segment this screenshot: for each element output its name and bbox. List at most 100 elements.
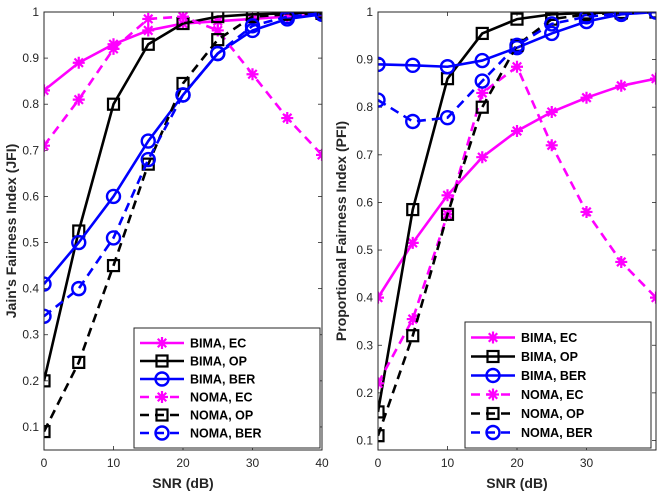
data-point-noma-ber bbox=[314, 12, 322, 22]
legend-label: NOMA, EC bbox=[521, 388, 584, 402]
legend-marker bbox=[487, 331, 499, 344]
data-point-noma-ber bbox=[44, 308, 52, 324]
y-axis-label: Jain's Fairness Index (JFI) bbox=[3, 144, 19, 319]
legend-item-bima-ber: BIMA, BER bbox=[140, 371, 255, 387]
y-tick-label: 0.9 bbox=[22, 51, 39, 65]
data-point-bima-ec bbox=[615, 79, 628, 92]
data-point-bima-ber bbox=[140, 133, 156, 149]
axes-frame bbox=[377, 11, 657, 451]
data-point-bima-op bbox=[475, 26, 489, 41]
data-point-noma-ber bbox=[578, 12, 595, 25]
legend-item-noma-ec: NOMA, EC bbox=[471, 388, 584, 402]
data-point-noma-ec bbox=[476, 86, 489, 99]
y-tick-label: 1 bbox=[366, 5, 373, 19]
y-tick-label: 0.1 bbox=[356, 433, 373, 447]
y-tick-label: 0.6 bbox=[22, 189, 39, 203]
x-tick-label: 0 bbox=[41, 456, 48, 470]
data-point-noma-ber bbox=[140, 151, 156, 168]
legend-label: NOMA, OP bbox=[190, 409, 253, 423]
data-point-bima-op bbox=[510, 12, 524, 26]
series-noma-ber bbox=[44, 12, 322, 324]
y-tick-label: 0.5 bbox=[356, 243, 373, 257]
data-point-noma-ec bbox=[281, 112, 294, 125]
legend-marker bbox=[155, 354, 169, 368]
legend-marker bbox=[486, 349, 500, 364]
y-tick-label: 0.3 bbox=[356, 338, 373, 352]
legend-item-bima-op: BIMA, OP bbox=[140, 354, 247, 369]
data-point-noma-ec bbox=[246, 68, 259, 81]
data-point-bima-ec bbox=[545, 105, 558, 118]
data-point-bima-ber bbox=[578, 13, 595, 30]
legend-marker bbox=[154, 371, 170, 387]
data-point-noma-ec bbox=[107, 42, 120, 55]
y-axis-label: Proportional Fairness Index (PFI) bbox=[333, 121, 349, 341]
data-point-noma-op bbox=[44, 424, 51, 439]
legend-label: BIMA, EC bbox=[521, 331, 577, 345]
data-point-bima-ber bbox=[105, 188, 122, 205]
y-tick-label: 0.5 bbox=[22, 236, 39, 250]
data-point-noma-ber bbox=[378, 92, 386, 108]
pfi-chart-panel: 0 10 20 30 0.1 0.2 0.3 0.4 0.5 0.6 0.7 0.8 0.9 1 SNR (… bbox=[333, 5, 657, 491]
data-point-noma-ec bbox=[615, 255, 628, 268]
legend-marker bbox=[155, 408, 169, 422]
data-point-noma-op bbox=[106, 258, 121, 273]
data-point-noma-ec bbox=[545, 139, 558, 152]
data-point-bima-ber bbox=[474, 52, 490, 69]
series-line-bima-op bbox=[44, 12, 322, 382]
legend-label: BIMA, OP bbox=[521, 350, 578, 364]
legend-marker bbox=[156, 391, 168, 403]
data-point-noma-ec bbox=[511, 60, 523, 73]
data-point-bima-ec bbox=[281, 12, 294, 23]
legend-label: BIMA, OP bbox=[190, 355, 247, 369]
legend-marker bbox=[485, 424, 501, 441]
data-point-bima-ber bbox=[71, 234, 87, 251]
data-point-noma-ber bbox=[509, 37, 525, 54]
legend-item-noma-op: NOMA, OP bbox=[140, 408, 253, 423]
y-tick-label: 0.1 bbox=[22, 420, 39, 434]
data-point-bima-ec bbox=[511, 125, 523, 138]
x-tick-label: 0 bbox=[375, 456, 382, 470]
series-noma-ec bbox=[44, 12, 322, 161]
legend-label: BIMA, EC bbox=[190, 337, 246, 351]
data-point-bima-ec bbox=[476, 151, 489, 164]
series-line-noma-ber bbox=[378, 12, 656, 123]
x-tick-label: 30 bbox=[246, 456, 260, 470]
legend-marker bbox=[487, 388, 499, 401]
data-point-noma-ber bbox=[175, 87, 191, 103]
series-line-noma-ber bbox=[44, 12, 322, 318]
data-point-bima-ec bbox=[142, 24, 155, 37]
data-point-bima-ec bbox=[441, 189, 454, 202]
y-tick-label: 0.9 bbox=[356, 53, 373, 67]
legend-label: NOMA, EC bbox=[190, 391, 253, 405]
data-point-noma-op bbox=[245, 12, 260, 24]
legend-item-noma-ec: NOMA, EC bbox=[140, 391, 253, 405]
data-point-bima-ber bbox=[544, 25, 560, 42]
data-point-noma-op bbox=[406, 329, 420, 343]
legend: BIMA, EC BIMA, OP BIMA, BER NOMA, EC NOMA, O… bbox=[464, 321, 652, 449]
jfi-chart-panel: 0 10 20 30 40 0.1 0.2 0.3 0.4 0.5 0.6 0.7 0.8 0.9 1 SNR… bbox=[3, 5, 329, 491]
data-point-noma-ber bbox=[210, 45, 226, 62]
x-tick-label: 40 bbox=[315, 456, 329, 470]
legend-item-noma-op: NOMA, OP bbox=[471, 406, 584, 421]
legend-label: NOMA, BER bbox=[521, 426, 593, 440]
y-tick-label: 0.8 bbox=[22, 97, 39, 111]
data-point-bima-ber bbox=[378, 56, 386, 73]
series-line-noma-op bbox=[44, 12, 322, 433]
legend-item-bima-ec: BIMA, EC bbox=[471, 331, 577, 345]
data-point-bima-ec bbox=[72, 56, 85, 69]
data-point-bima-op bbox=[378, 405, 385, 419]
legend-item-noma-ber: NOMA, BER bbox=[140, 425, 262, 441]
x-tick-label: 10 bbox=[107, 456, 121, 470]
y-tick-label: 0.2 bbox=[356, 386, 373, 400]
legend-item-bima-ec: BIMA, EC bbox=[140, 337, 246, 351]
legend-label: BIMA, BER bbox=[521, 369, 586, 383]
data-point-noma-ec bbox=[580, 205, 593, 218]
data-point-bima-ber bbox=[44, 276, 52, 292]
data-point-bima-ec bbox=[406, 236, 419, 249]
data-point-noma-ber bbox=[544, 16, 560, 32]
y-tick-label: 0.4 bbox=[356, 291, 373, 305]
legend-marker bbox=[485, 367, 501, 384]
data-point-bima-ec bbox=[580, 91, 593, 104]
data-point-bima-op bbox=[44, 374, 51, 388]
